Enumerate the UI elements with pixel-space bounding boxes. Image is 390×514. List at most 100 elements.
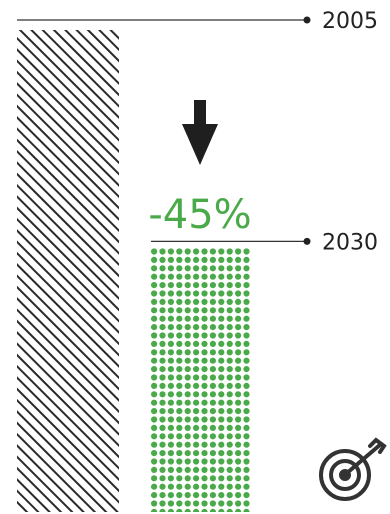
bar-2030-dot bbox=[235, 366, 242, 373]
bar-2030-dot bbox=[218, 324, 225, 331]
bar-2030-dot bbox=[151, 416, 158, 423]
bar-2030-dot bbox=[235, 450, 242, 457]
bar-2030-dot bbox=[184, 340, 191, 347]
bar-2030-dot bbox=[151, 483, 158, 490]
bar-2030-dot bbox=[209, 248, 216, 255]
bar-2030-dot bbox=[184, 450, 191, 457]
bar-2030-dot bbox=[193, 298, 200, 305]
bar-2030-dot bbox=[159, 424, 166, 431]
bar-2030-dot bbox=[167, 466, 174, 473]
bar-2030-dot bbox=[226, 366, 233, 373]
bar-2030-dot bbox=[218, 366, 225, 373]
bar-2030-dot bbox=[167, 382, 174, 389]
bar-2030-dot bbox=[243, 324, 250, 331]
bar-2030-dot bbox=[226, 374, 233, 381]
bar-2030-dot bbox=[167, 408, 174, 415]
bar-2030-dot bbox=[226, 256, 233, 263]
bar-2030-dot bbox=[176, 366, 183, 373]
bar-2030-dot bbox=[184, 349, 191, 356]
tick-label-2005: 2005 bbox=[322, 9, 378, 34]
bar-2030-dot bbox=[159, 382, 166, 389]
bar-2030-dot bbox=[151, 382, 158, 389]
bar-2030-dot bbox=[167, 273, 174, 280]
bar-2030-dot bbox=[176, 424, 183, 431]
bar-2030-dot bbox=[184, 475, 191, 482]
bar-2030-dot bbox=[201, 265, 208, 272]
bar-2030-dot bbox=[176, 458, 183, 465]
bar-2030-dot bbox=[193, 458, 200, 465]
bar-2030-dot bbox=[159, 450, 166, 457]
bar-2030-dot bbox=[176, 408, 183, 415]
bar-2030-dot bbox=[243, 349, 250, 356]
bar-2030-dot bbox=[218, 500, 225, 507]
bar-2030-dot bbox=[167, 450, 174, 457]
bar-2030-dot bbox=[151, 374, 158, 381]
bar-2030-dot bbox=[235, 424, 242, 431]
bar-2030-dot bbox=[209, 399, 216, 406]
bar-2030-dot bbox=[235, 475, 242, 482]
bar-2030-dot bbox=[151, 357, 158, 364]
bar-2030-dot bbox=[243, 298, 250, 305]
bar-2005 bbox=[17, 30, 119, 512]
bar-2030-dot bbox=[226, 273, 233, 280]
bar-2030-dot bbox=[167, 290, 174, 297]
bar-2030-dot bbox=[209, 408, 216, 415]
bar-2030-dot bbox=[235, 273, 242, 280]
bar-2030-dot bbox=[151, 248, 158, 255]
bar-2030-dot bbox=[176, 315, 183, 322]
bar-2030-dot bbox=[209, 357, 216, 364]
bar-2030-dot bbox=[201, 408, 208, 415]
change-percentage-label: -45% bbox=[148, 192, 251, 238]
bar-2030-dot bbox=[243, 408, 250, 415]
bar-2030-dot bbox=[201, 366, 208, 373]
bar-2030-dot bbox=[184, 298, 191, 305]
bar-2030-dot bbox=[151, 340, 158, 347]
bar-2030-dot bbox=[201, 492, 208, 499]
bar-2030-dot bbox=[176, 248, 183, 255]
bar-2030-dot bbox=[218, 282, 225, 289]
bar-2030-dot bbox=[209, 508, 216, 512]
bar-2030-dot bbox=[209, 475, 216, 482]
bar-2030-dot bbox=[201, 450, 208, 457]
bar-2030-dot bbox=[243, 458, 250, 465]
bar-2030-dot bbox=[193, 256, 200, 263]
bar-2030-dot bbox=[218, 450, 225, 457]
bar-2030-dot bbox=[184, 391, 191, 398]
bar-2030-dot bbox=[226, 315, 233, 322]
bar-2030-dot bbox=[226, 340, 233, 347]
bar-2030-dot bbox=[218, 382, 225, 389]
bar-2030-dot bbox=[159, 315, 166, 322]
bar-2030-dot bbox=[159, 399, 166, 406]
bar-2030-dot bbox=[226, 458, 233, 465]
bar-2030-dot bbox=[159, 282, 166, 289]
bar-2030-dot bbox=[167, 265, 174, 272]
bar-2030-dot bbox=[151, 366, 158, 373]
bar-2030-dot bbox=[167, 332, 174, 339]
bar-2030-dot bbox=[176, 475, 183, 482]
bar-2030-dot bbox=[184, 500, 191, 507]
bar-2030-dot bbox=[201, 256, 208, 263]
bar-2030-dot bbox=[176, 483, 183, 490]
bar-2030-dot bbox=[193, 399, 200, 406]
line-end-marker-2005 bbox=[303, 16, 311, 24]
bar-2030-dot bbox=[235, 290, 242, 297]
bar-2030-dot bbox=[235, 433, 242, 440]
bar-2030-dot bbox=[218, 492, 225, 499]
bar-2030-dot bbox=[184, 466, 191, 473]
bar-2030-dot bbox=[243, 340, 250, 347]
tick-label-2030: 2030 bbox=[322, 230, 378, 255]
line-end-marker-2030 bbox=[303, 237, 311, 245]
bar-2030-dot bbox=[201, 332, 208, 339]
bar-2030-dot bbox=[218, 265, 225, 272]
bar-2030-dot bbox=[193, 416, 200, 423]
bar-2030-dot bbox=[167, 340, 174, 347]
bar-2030-dot bbox=[159, 366, 166, 373]
bar-2030-dot bbox=[159, 324, 166, 331]
bar-2030-dot bbox=[151, 391, 158, 398]
bar-2030-dot bbox=[218, 399, 225, 406]
bar-2030-dot bbox=[167, 500, 174, 507]
bar-2030-dot bbox=[209, 458, 216, 465]
bar-2030-dot bbox=[167, 307, 174, 314]
bar-2030-dot bbox=[218, 416, 225, 423]
bar-2030-dot bbox=[159, 500, 166, 507]
